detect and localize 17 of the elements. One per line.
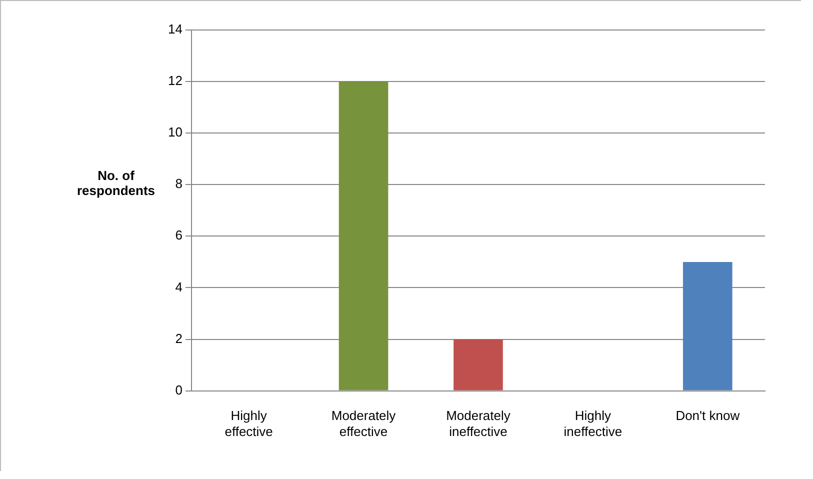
bar bbox=[338, 82, 388, 390]
y-axis-title: No. of respondents bbox=[76, 168, 156, 198]
y-tick-label: 12 bbox=[168, 73, 182, 88]
x-tick-label: Moderately effective bbox=[331, 408, 396, 439]
y-tick-label: 14 bbox=[168, 22, 182, 37]
y-tick-label: 0 bbox=[175, 382, 182, 398]
x-tick-label: Highly ineffective bbox=[564, 408, 622, 439]
x-tick-label: Highly effective bbox=[224, 408, 273, 439]
x-tick-label: Moderately ineffective bbox=[446, 408, 511, 439]
y-tick-label: 4 bbox=[175, 279, 182, 294]
y-tick-label: 8 bbox=[175, 176, 182, 192]
x-tick-label: Don't know bbox=[676, 408, 740, 424]
y-tick-label: 10 bbox=[168, 124, 182, 140]
bar bbox=[454, 339, 503, 390]
y-tick-label: 2 bbox=[175, 330, 182, 346]
y-tick-label: 6 bbox=[175, 228, 182, 243]
bar bbox=[682, 262, 732, 390]
